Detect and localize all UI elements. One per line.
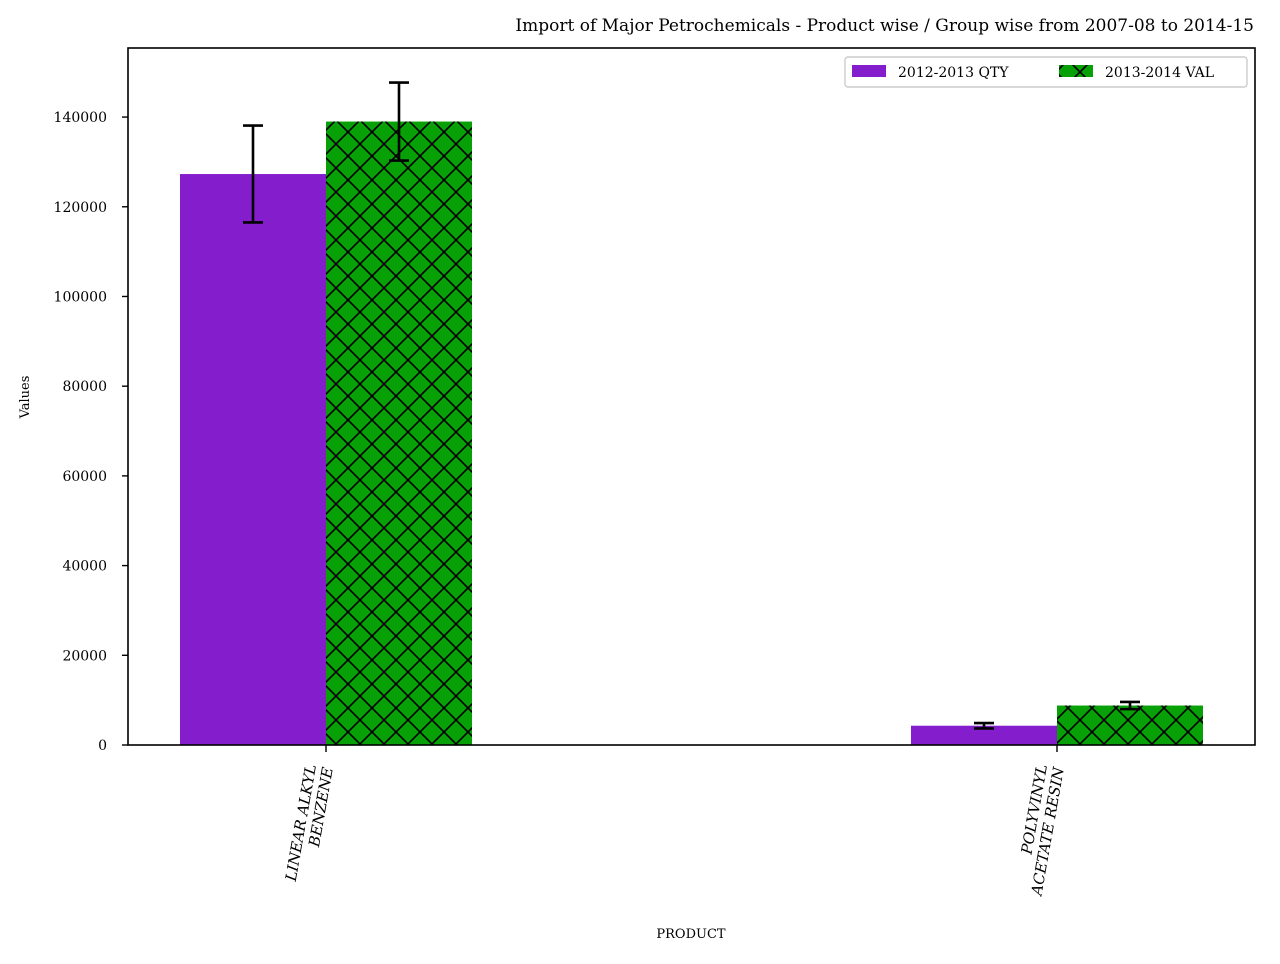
error-bar	[389, 81, 409, 162]
x-tick-label-text: LINEAR ALKYLBENZENE	[282, 763, 337, 887]
legend-label: 2012-2013 QTY	[898, 65, 1009, 81]
error-bar	[243, 124, 263, 224]
y-tick-label: 0	[98, 738, 107, 754]
y-tick-label: 20000	[62, 648, 107, 664]
y-tick-label: 60000	[62, 469, 107, 485]
x-axis-label: PRODUCT	[656, 927, 726, 942]
legend-swatch-hatch	[1059, 65, 1093, 77]
y-tick-label: 120000	[54, 200, 107, 216]
legend-box	[844, 56, 1248, 88]
x-tick-label: LINEAR ALKYLBENZENE	[282, 763, 337, 887]
bar	[911, 725, 1057, 745]
y-tick-label: 80000	[62, 379, 107, 395]
x-tick-label-text: POLYVINYLACETATE RESIN	[1010, 762, 1067, 899]
legend-swatch	[852, 65, 886, 77]
legend-entry: 2013-2014 VAL	[1059, 65, 1214, 81]
plot-frame	[127, 47, 1256, 746]
error-bar	[974, 721, 994, 730]
legend-entry: 2012-2013 QTY	[852, 65, 1009, 81]
y-axis-label: Values	[18, 376, 33, 420]
plot-area: 0 20000 40000 60000 80000 100000 120000 140000 L…	[54, 47, 1256, 899]
chart-title: Import of Major Petrochemicals - Product…	[515, 16, 1254, 36]
x-tick-label: POLYVINYLACETATE RESIN	[1010, 762, 1068, 899]
y-tick-label: 40000	[62, 559, 107, 575]
bar	[180, 174, 326, 745]
y-tick-label: 100000	[54, 289, 107, 305]
bar-hatch	[326, 121, 472, 746]
error-bar	[1120, 700, 1140, 711]
y-tick-label: 140000	[54, 110, 107, 126]
bar-hatch	[1057, 705, 1203, 745]
legend-label: 2013-2014 VAL	[1105, 65, 1214, 81]
legend: 2012-2013 QTY 2013-2014 VAL	[844, 56, 1248, 88]
